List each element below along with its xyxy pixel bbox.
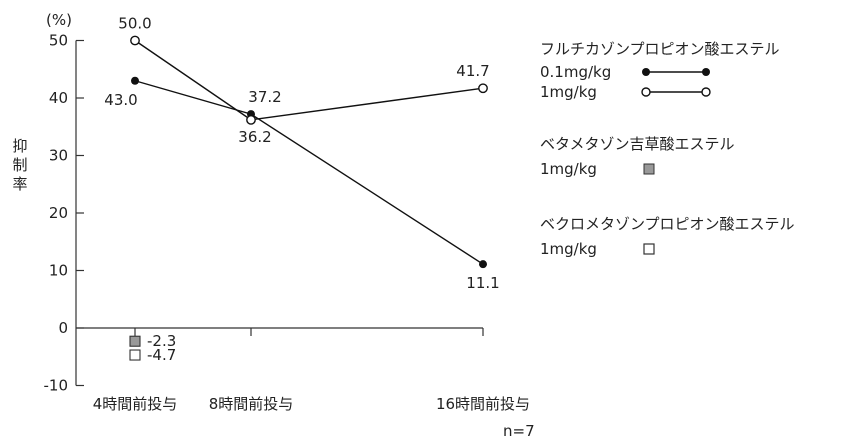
legend-dose-label: 0.1mg/kg: [540, 63, 612, 81]
data-point-open-square: [129, 349, 141, 361]
y-tick-label: 10: [49, 262, 68, 280]
data-label: 50.0: [118, 15, 151, 33]
legend-title-betamethasone: ベタメタゾン吉草酸エステル: [540, 135, 735, 153]
y-tick-label: 50: [49, 32, 68, 50]
x-tick-label: 16時間前投与: [436, 395, 530, 413]
x-tick-label: 8時間前投与: [209, 395, 294, 413]
data-label: -2.3: [147, 332, 176, 350]
legend-dose-label: 1mg/kg: [540, 160, 597, 178]
legend-symbol-filled-line: [642, 68, 710, 76]
y-tick-label: 20: [49, 204, 68, 222]
sample-size-note: n=7: [503, 422, 535, 440]
data-point: [479, 260, 487, 269]
legend-title-fluticasone: フルチカゾンプロピオン酸エステル: [540, 40, 780, 58]
data-point: [131, 76, 139, 85]
legend-group-betamethasone: ベタメタゾン吉草酸エステル 1mg/kg: [540, 135, 845, 215]
y-axis-unit: (%): [46, 11, 72, 29]
y-tick-label: -10: [44, 377, 69, 395]
data-label: 41.7: [456, 62, 489, 80]
y-tick-label: 0: [58, 319, 68, 337]
data-label: 36.2: [238, 128, 271, 146]
data-label: 37.2: [248, 88, 281, 106]
data-label: -4.7: [147, 346, 176, 364]
x-tick-label: 4時間前投与: [93, 395, 178, 413]
series-line: [134, 39, 484, 121]
y-tick-label: 40: [49, 89, 68, 107]
data-point: [478, 83, 488, 94]
data-label: 11.1: [466, 274, 499, 292]
legend-dose-label: 1mg/kg: [540, 83, 597, 101]
legend-title-beclomethasone: ベクロメタゾンプロピオン酸エステル: [540, 215, 795, 233]
y-tick-label: 30: [49, 147, 68, 165]
series-line: [134, 80, 484, 265]
data-point: [246, 114, 256, 125]
y-axis-title-char: 率: [12, 175, 27, 193]
legend-group-fluticasone: フルチカゾンプロピオン酸エステル 0.1mg/kg 1mg/kg: [540, 40, 845, 135]
data-point: [130, 35, 140, 46]
legend-dose-label: 1mg/kg: [540, 240, 597, 258]
legend-item-fluticasone-1: 1mg/kg: [540, 82, 845, 102]
y-axis-title-char: 抑: [12, 137, 27, 155]
y-axis-title-char: 制: [12, 156, 27, 174]
data-point-gray-square: [129, 335, 141, 347]
legend-item-betamethasone: 1mg/kg: [540, 159, 845, 179]
legend-symbol-open-line: [641, 87, 711, 97]
data-label: 43.0: [104, 91, 137, 109]
legend-symbol-gray-square: [643, 163, 655, 175]
chart-legend: フルチカゾンプロピオン酸エステル 0.1mg/kg 1mg/kg ベタメタゾン吉…: [540, 40, 845, 259]
legend-item-fluticasone-0-1: 0.1mg/kg: [540, 62, 845, 82]
legend-group-beclomethasone: ベクロメタゾンプロピオン酸エステル 1mg/kg: [540, 215, 845, 259]
legend-item-beclomethasone: 1mg/kg: [540, 239, 845, 259]
legend-symbol-open-square: [643, 243, 655, 255]
